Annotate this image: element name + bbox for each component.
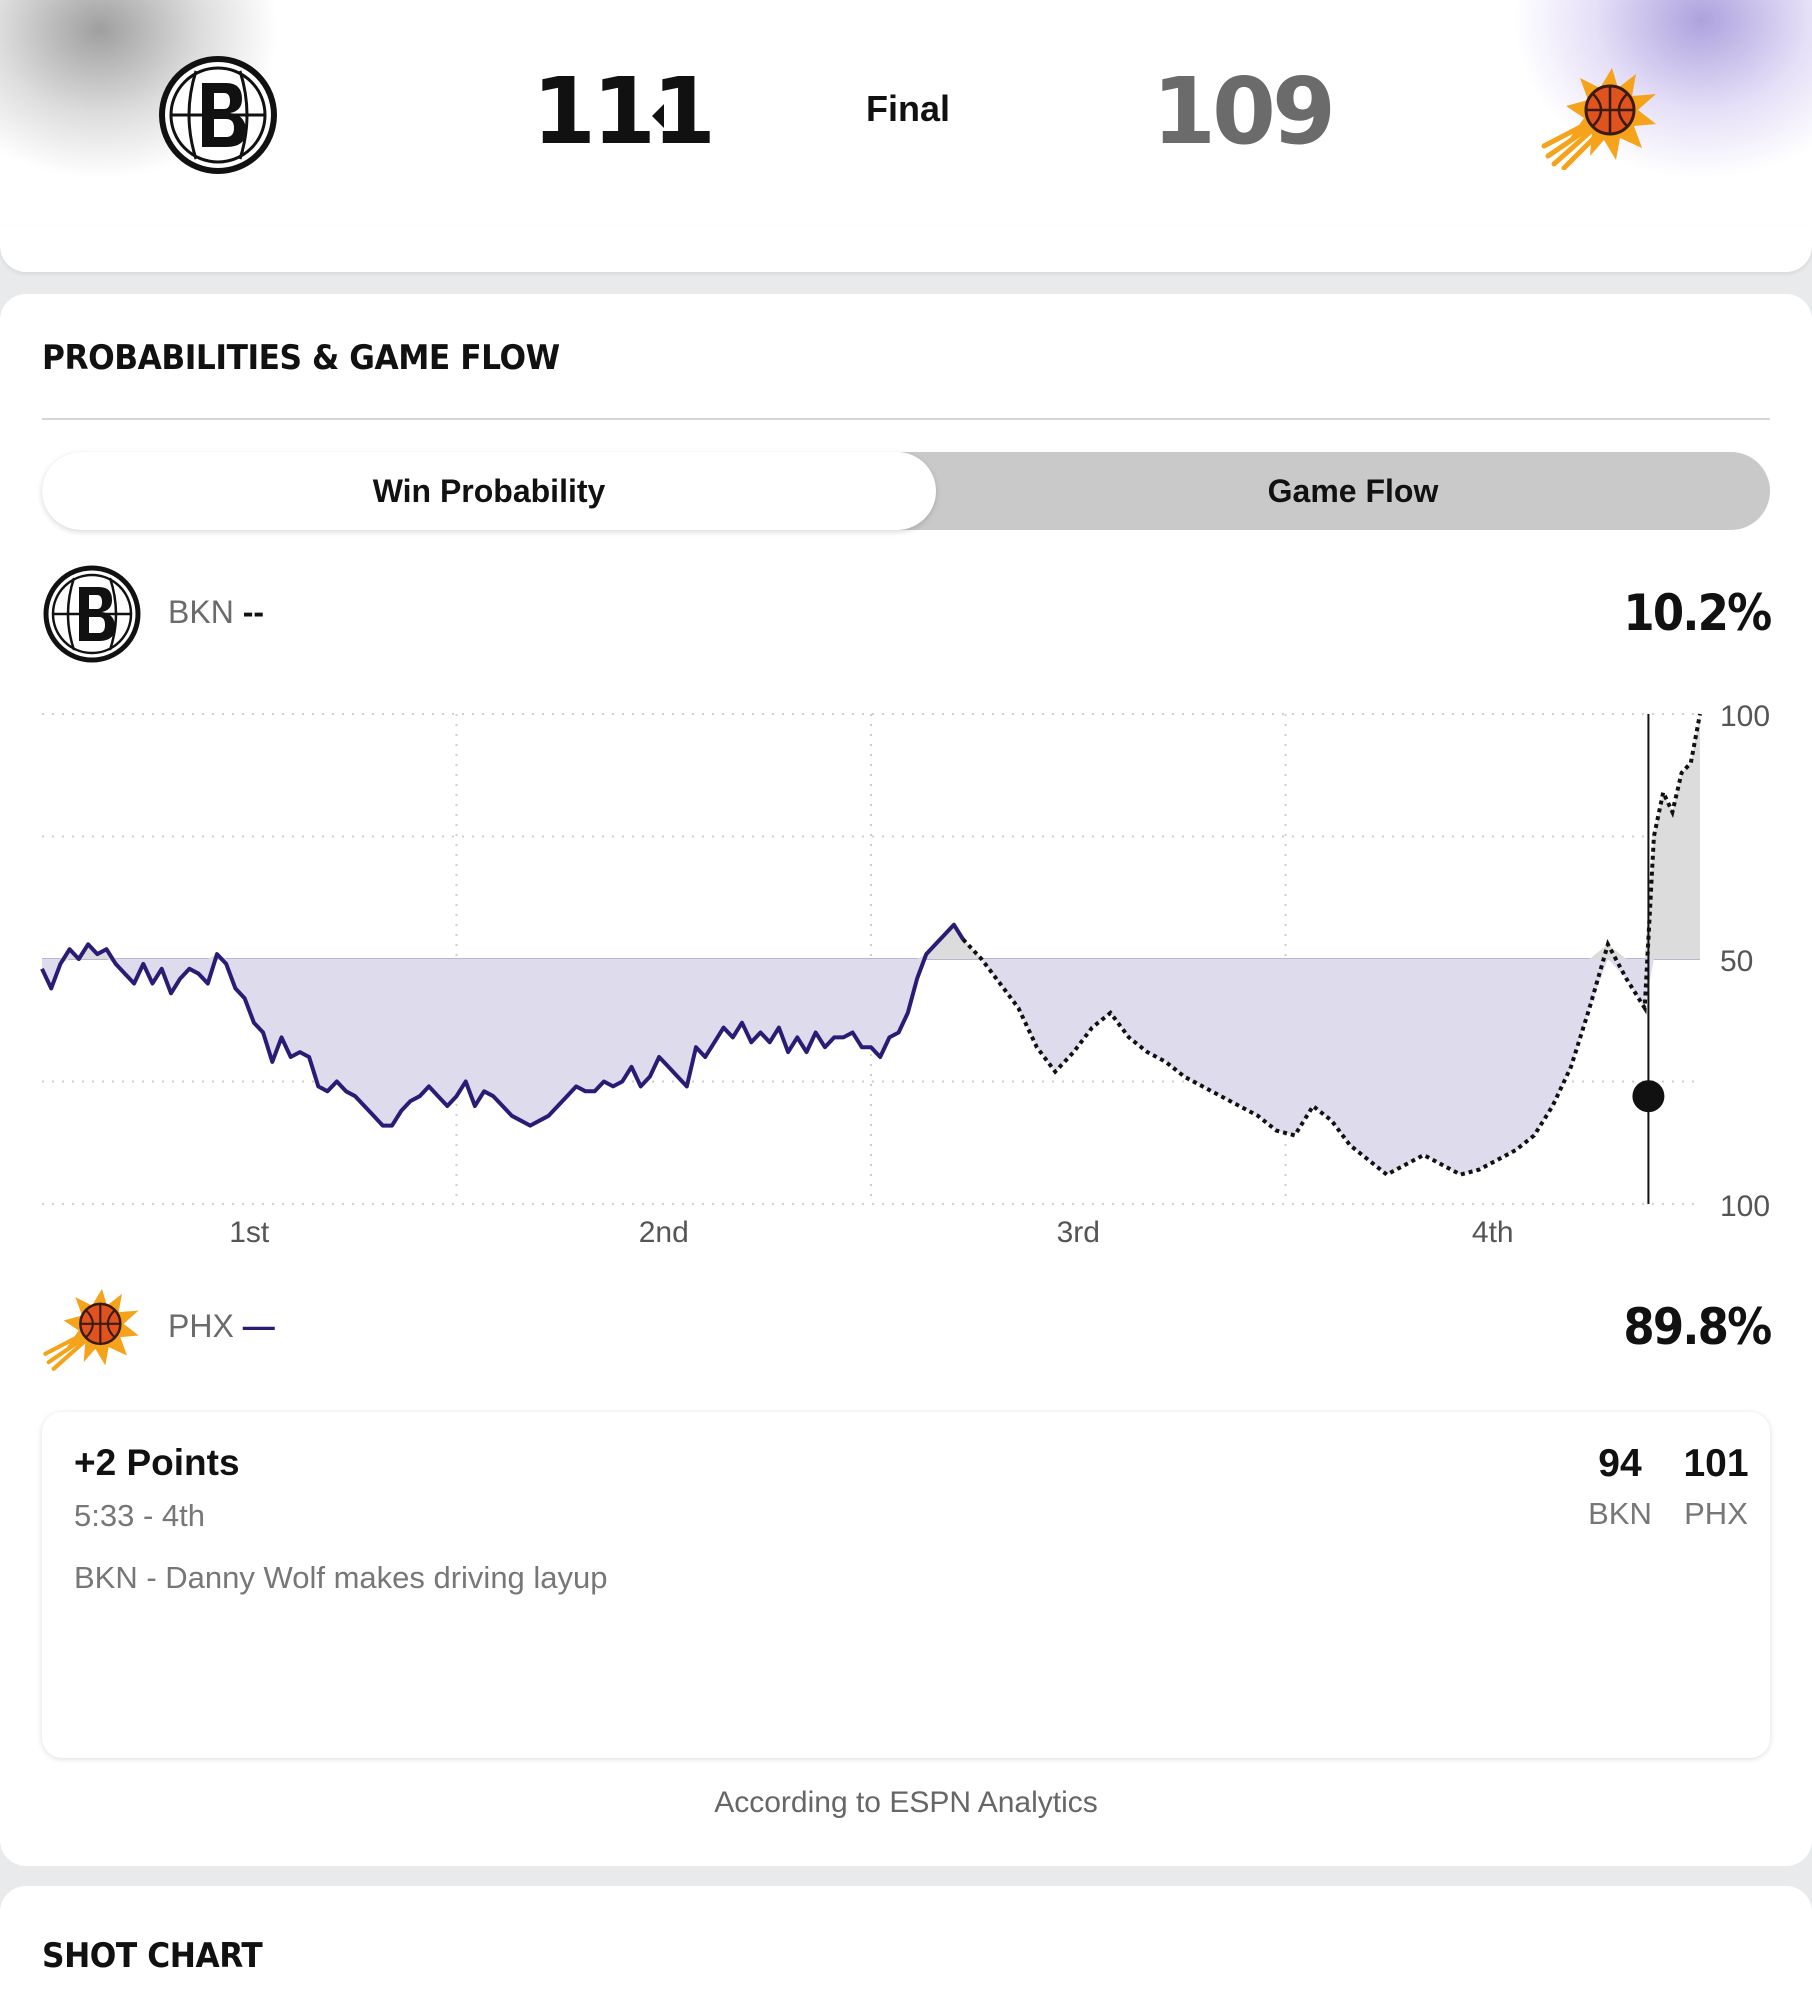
win-probability-chart-svg: 100 50 100 1st 2nd 3rd 4th <box>40 700 1770 1249</box>
play-score-bkn: 94 BKN <box>1570 1442 1670 1532</box>
phx-logo-icon <box>43 1288 139 1371</box>
bkn-logo-icon[interactable] <box>158 55 278 175</box>
x-tick-label: 2nd <box>639 1216 689 1249</box>
phx-series-line <box>40 922 965 1128</box>
phx-area-fill <box>42 959 1700 1175</box>
y-tick-label: 100 <box>1720 700 1770 733</box>
scoreboard: 111 Final 109 <box>0 0 1812 226</box>
home-score: 109 <box>1152 58 1336 165</box>
play-description: BKN - Danny Wolf makes driving layup <box>74 1560 608 1595</box>
play-score-bkn-team: BKN <box>1588 1496 1652 1531</box>
bkn-abbr-text: BKN <box>168 594 234 630</box>
phx-probability-row: PHX — 89.8% <box>42 1278 1772 1388</box>
x-tick-label: 1st <box>229 1216 270 1249</box>
bkn-logo-icon <box>43 565 141 663</box>
chart-toggle: Win Probability Game Flow <box>42 452 1770 530</box>
home-team-glow <box>1512 0 1812 180</box>
play-score-phx: 101 PHX <box>1666 1442 1766 1532</box>
bkn-win-probability: 10.2% <box>1622 584 1772 642</box>
shot-chart-title: SHOT CHART <box>42 1936 263 1976</box>
y-tick-label: 100 <box>1720 1190 1770 1223</box>
play-score-phx-team: PHX <box>1684 1496 1748 1531</box>
play-time: 5:33 - 4th <box>74 1498 205 1533</box>
game-status: Final <box>865 88 950 129</box>
shot-chart-card: SHOT CHART <box>0 1886 1812 2006</box>
win-probability-chart[interactable]: 100 50 100 1st 2nd 3rd 4th <box>0 694 1812 1254</box>
bkn-abbr: BKN -- <box>168 594 264 631</box>
bkn-area-fill <box>42 714 1700 959</box>
play-type: +2 Points <box>74 1442 240 1483</box>
phx-abbr-text: PHX <box>168 1308 234 1344</box>
current-play-marker <box>1632 1080 1665 1113</box>
probabilities-card: PROBABILITIES & GAME FLOW Win Probabilit… <box>0 294 1812 1866</box>
bkn-probability-row: BKN -- 10.2% <box>42 564 1772 674</box>
x-tick-label: 3rd <box>1057 1216 1100 1249</box>
phx-abbr: PHX — <box>168 1308 275 1345</box>
winner-caret-icon <box>652 104 664 128</box>
bkn-series-line <box>961 713 1702 1177</box>
section-divider <box>42 418 1770 420</box>
y-tick-label: 50 <box>1720 945 1753 978</box>
phx-logo-icon[interactable] <box>1540 60 1660 170</box>
phx-win-probability: 89.8% <box>1622 1298 1772 1356</box>
source-note: According to ESPN Analytics <box>714 1786 1098 1819</box>
section-title: PROBABILITIES & GAME FLOW <box>42 338 560 378</box>
x-tick-label: 4th <box>1472 1216 1514 1249</box>
phx-legend-line: — <box>242 1308 275 1344</box>
away-score: 111 <box>532 58 716 165</box>
play-detail-card: +2 Points 5:33 - 4th BKN - Danny Wolf ma… <box>42 1412 1770 1758</box>
tab-game-flow[interactable]: Game Flow <box>1267 473 1439 509</box>
play-score-bkn-value: 94 <box>1598 1442 1642 1485</box>
bkn-legend-dash: -- <box>242 594 264 630</box>
scoreboard-card-bottom <box>0 226 1812 272</box>
play-score-phx-value: 101 <box>1683 1442 1749 1485</box>
tab-win-probability[interactable]: Win Probability <box>42 452 936 530</box>
